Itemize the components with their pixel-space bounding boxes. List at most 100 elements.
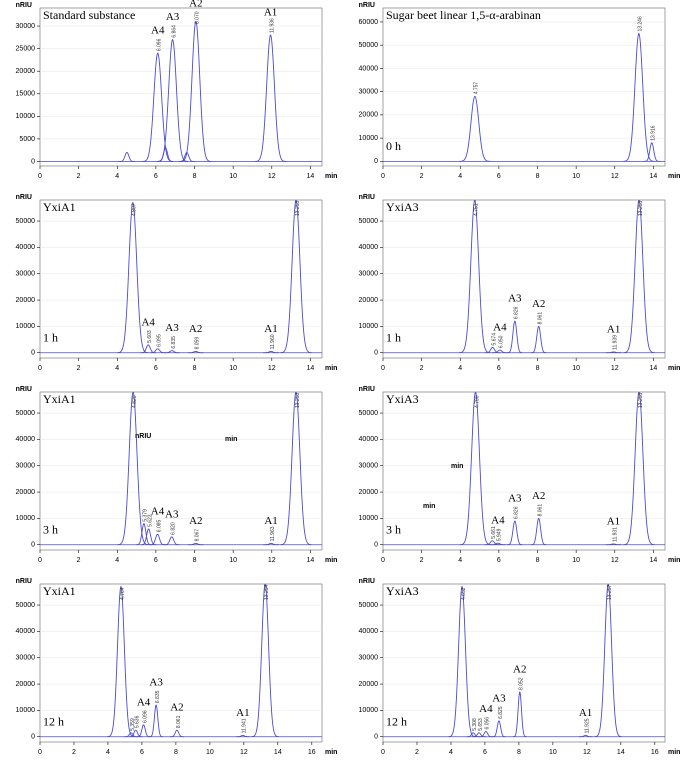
x-tick-label: 10 (229, 173, 237, 180)
peak-name: A3 (166, 11, 180, 23)
y-tick-label: 50000 (16, 410, 36, 417)
retention-label: 11.936 (269, 18, 275, 33)
retention-label: 4.807 (132, 203, 138, 216)
y-tick-label: 10000 (16, 515, 36, 522)
peak-name: A1 (579, 707, 592, 719)
retention-label: 11.925 (584, 718, 590, 733)
x-tick-label: 10 (572, 173, 580, 180)
retention-label: 6.835 (155, 690, 161, 703)
y-tick-label: 30000 (359, 271, 379, 278)
x-tick-label: 4 (115, 173, 119, 180)
plot-frame (39, 391, 323, 551)
y-axis-label: nRIU (359, 578, 375, 585)
peak (119, 152, 135, 162)
y-axis-label: nRIU (16, 194, 32, 201)
y-tick-label: 40000 (359, 436, 379, 443)
peak (236, 734, 250, 738)
stray-label: min (451, 463, 463, 470)
x-tick-label: 14 (650, 557, 658, 564)
peak (605, 543, 622, 546)
retention-label: 4.751 (474, 203, 480, 216)
peak-name: A3 (149, 677, 163, 689)
peak (466, 732, 480, 738)
peak (263, 542, 279, 546)
peak (472, 732, 486, 738)
peak-name: A2 (532, 298, 545, 310)
x-tick-label: 6 (154, 557, 158, 564)
x-tick-label: 2 (77, 557, 81, 564)
x-tick-label: 14 (650, 365, 658, 372)
y-tick-label: 25000 (16, 45, 36, 52)
peak (448, 585, 476, 738)
retention-label: 6.096 (142, 710, 148, 723)
y-tick-label: 10000 (359, 135, 379, 142)
x-tick-label: 0 (38, 557, 42, 564)
retention-label: 4.757 (474, 82, 480, 95)
peak-name: A2 (513, 663, 526, 675)
retention-label: 8.070 (195, 11, 201, 24)
peak-name: A4 (493, 322, 507, 334)
peak-name: A4 (151, 506, 165, 518)
time-label: 3 h (43, 522, 58, 536)
peak (594, 584, 622, 738)
y-tick-label: 10000 (16, 323, 36, 330)
time-label: 12 h (43, 714, 64, 728)
peak-name: A1 (264, 323, 277, 335)
y-tick-label: 0 (374, 158, 378, 165)
x-tick-label: 8 (193, 557, 197, 564)
x-tick-label: 6 (154, 365, 158, 372)
x-axis-label: min (325, 173, 337, 180)
panel: 0 10000 20000 30000 40000 50000 0 2 4 6 8 10 12 14 nRI… (16, 194, 338, 372)
x-tick-label: 6 (483, 749, 487, 756)
x-tick-label: 12 (611, 173, 619, 180)
x-tick-label: 8 (193, 173, 197, 180)
y-axis-label: nRIU (16, 386, 32, 393)
retention-label: 8.061 (538, 312, 544, 325)
y-tick-label: 50000 (359, 42, 379, 49)
stray-label: nRIU (135, 433, 151, 440)
plot-frame (39, 199, 323, 359)
retention-label: 6.825 (498, 706, 504, 719)
panel: 0 10000 20000 30000 40000 50000 0 2 4 6 8 10 12 14 16 n… (16, 578, 338, 756)
y-axis-label: nRIU (16, 578, 32, 585)
retention-label: 6.820 (171, 522, 177, 535)
y-tick-label: 40000 (16, 628, 36, 635)
peak (149, 533, 166, 546)
peak (507, 520, 523, 546)
x-tick-label: 6 (140, 749, 144, 756)
peaks (117, 392, 312, 546)
y-tick-label: 40000 (16, 436, 36, 443)
y-tick-label: 30000 (16, 271, 36, 278)
retention-label: 4.764 (120, 587, 126, 600)
peak-name: A4 (151, 25, 165, 37)
peak-name: A2 (170, 702, 183, 714)
x-tick-label: 14 (617, 749, 625, 756)
peak (578, 734, 593, 738)
x-tick-label: 12 (240, 749, 248, 756)
x-tick-label: 12 (268, 365, 276, 372)
stray-label: min (423, 503, 435, 510)
peaks (459, 32, 660, 162)
x-tick-label: 8 (517, 749, 521, 756)
x-tick-label: 0 (381, 173, 385, 180)
retention-label: 6.085 (156, 519, 162, 532)
peak (512, 691, 527, 738)
x-tick-label: 2 (415, 749, 419, 756)
y-tick-label: 15000 (16, 91, 36, 98)
x-tick-label: 8 (536, 365, 540, 372)
y-tick-label: 20000 (359, 489, 379, 496)
x-tick-label: 12 (268, 173, 276, 180)
plot-frame (39, 583, 323, 743)
time-label: 1 h (43, 330, 58, 344)
y-tick-label: 0 (31, 542, 35, 549)
y-tick-label: 0 (31, 350, 35, 357)
peak (459, 95, 491, 162)
y-tick-label: 50000 (16, 218, 36, 225)
retention-label: 6.056 (485, 717, 491, 730)
panel-title: YxiA1 (43, 584, 76, 598)
peak (459, 200, 491, 354)
panel-title: YxiA1 (43, 200, 76, 214)
x-tick-label: 0 (381, 557, 385, 564)
peak (136, 724, 151, 738)
retention-label: 5.308 (472, 718, 478, 731)
